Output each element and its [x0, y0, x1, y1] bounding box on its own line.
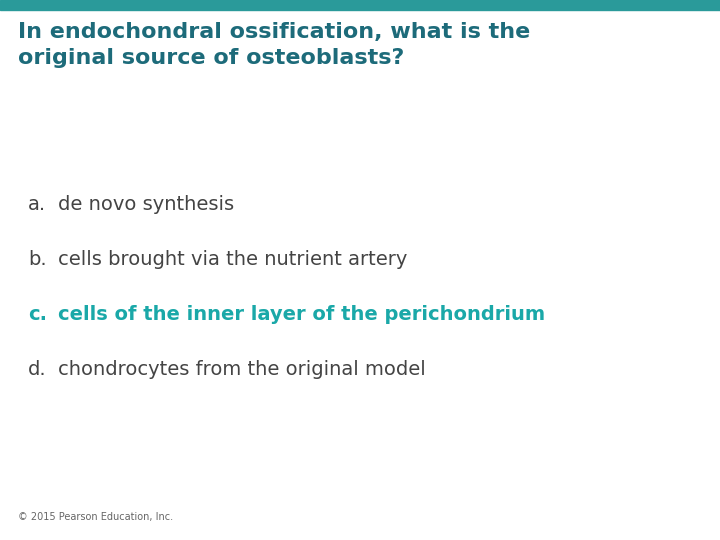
Text: c.: c.	[28, 305, 47, 324]
Text: cells brought via the nutrient artery: cells brought via the nutrient artery	[58, 250, 408, 269]
Text: In endochondral ossification, what is the
original source of osteoblasts?: In endochondral ossification, what is th…	[18, 22, 530, 68]
Text: d.: d.	[28, 360, 47, 379]
Text: de novo synthesis: de novo synthesis	[58, 195, 234, 214]
Text: chondrocytes from the original model: chondrocytes from the original model	[58, 360, 426, 379]
Text: b.: b.	[28, 250, 47, 269]
Text: cells of the inner layer of the perichondrium: cells of the inner layer of the perichon…	[58, 305, 545, 324]
Text: a.: a.	[28, 195, 46, 214]
Bar	[0, 0, 720, 10]
Text: © 2015 Pearson Education, Inc.: © 2015 Pearson Education, Inc.	[18, 512, 173, 522]
